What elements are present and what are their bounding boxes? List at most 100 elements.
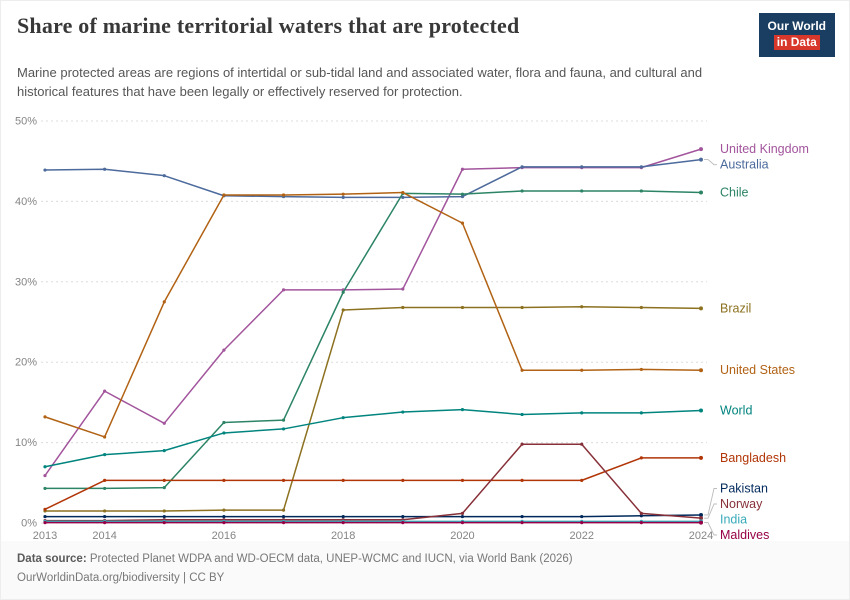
data-point-maldives: [162, 520, 166, 525]
data-point-pakistan: [103, 514, 107, 519]
series-label-maldives: Maldives: [720, 528, 769, 542]
data-point-bangladesh: [162, 478, 166, 482]
data-point-united-states: [520, 368, 524, 372]
data-point-world: [43, 464, 47, 469]
data-point-australia: [460, 194, 465, 199]
data-point-united-kingdom: [162, 421, 166, 425]
label-connector-pakistan: [704, 487, 717, 516]
data-point-world: [162, 448, 166, 453]
y-tick-label: 30%: [15, 276, 37, 288]
data-point-world: [699, 408, 703, 413]
chart-subtitle: Marine protected areas are regions of in…: [17, 65, 703, 100]
data-point-brazil: [520, 305, 524, 310]
line-chile: [45, 190, 702, 490]
x-tick-label: 2024: [689, 530, 713, 542]
data-point-maldives: [222, 520, 226, 525]
data-point-maldives: [281, 520, 286, 525]
data-point-world: [460, 407, 465, 412]
label-connector-norway: [704, 503, 717, 519]
series-label-brazil: Brazil: [720, 301, 751, 315]
data-point-brazil: [580, 304, 584, 309]
data-point-brazil: [281, 508, 286, 512]
citation-separator: |: [182, 572, 186, 585]
series-label-united-kingdom: United Kingdom: [720, 142, 809, 156]
header: Share of marine territorial waters that …: [1, 1, 849, 58]
series-label-world: World: [720, 403, 752, 417]
data-point-united-kingdom: [43, 473, 47, 478]
data-source-text: Protected Planet WDPA and WD-OECM data, …: [89, 552, 573, 565]
data-point-bangladesh: [341, 478, 345, 482]
data-point-bangladesh: [639, 456, 643, 460]
data-point-maldives: [401, 520, 405, 525]
data-point-world: [103, 452, 107, 457]
data-point-chile: [281, 418, 286, 422]
data-point-world: [281, 427, 286, 431]
data-point-norway: [580, 442, 584, 446]
data-point-world: [222, 431, 226, 435]
data-point-bangladesh: [401, 478, 405, 482]
data-point-united-kingdom: [103, 389, 107, 393]
data-point-pakistan: [341, 514, 345, 519]
x-tick-label: 2016: [212, 530, 236, 542]
data-point-united-states: [401, 190, 405, 195]
data-point-australia: [341, 195, 345, 199]
license-label: CC BY: [189, 572, 225, 585]
data-point-brazil: [401, 305, 405, 310]
data-point-maldives: [580, 520, 584, 525]
data-point-pakistan: [222, 514, 226, 519]
data-point-united-states: [281, 193, 286, 197]
data-point-world: [520, 412, 524, 416]
data-point-chile: [580, 189, 584, 193]
data-point-chile: [520, 189, 524, 193]
data-point-bangladesh: [580, 478, 584, 482]
x-tick-label: 2018: [331, 530, 355, 542]
data-point-pakistan: [699, 512, 703, 517]
data-point-bangladesh: [520, 478, 524, 482]
data-point-australia: [103, 167, 107, 171]
owid-logo: Our World in Data: [758, 13, 835, 58]
data-point-australia: [580, 165, 584, 169]
data-point-chile: [162, 485, 166, 490]
data-point-world: [639, 411, 643, 415]
data-point-united-states: [103, 435, 107, 439]
data-point-brazil: [639, 305, 643, 310]
data-point-norway: [520, 442, 524, 446]
data-point-brazil: [341, 308, 345, 312]
label-connector-australia: [704, 159, 717, 165]
data-point-united-states: [162, 300, 166, 304]
owid-logo-line2: in Data: [768, 34, 826, 51]
series-label-norway: Norway: [720, 497, 763, 511]
x-tick-label: 2014: [92, 530, 116, 542]
footer: Data source: Protected Planet WDPA and W…: [1, 540, 849, 599]
data-point-chile: [699, 190, 703, 195]
data-point-chile: [103, 486, 107, 490]
data-point-chile: [341, 290, 345, 294]
data-point-united-states: [43, 415, 47, 419]
data-point-pakistan: [401, 514, 405, 519]
data-point-united-kingdom: [281, 288, 286, 292]
data-point-united-states: [639, 367, 643, 371]
data-point-pakistan: [43, 514, 47, 519]
data-point-brazil: [103, 509, 107, 513]
series-label-united-states: United States: [720, 363, 795, 377]
data-point-brazil: [222, 508, 226, 512]
x-tick-label: 2020: [450, 530, 474, 542]
data-point-maldives: [639, 520, 643, 525]
data-source-line: Data source: Protected Planet WDPA and W…: [17, 550, 833, 570]
data-point-world: [401, 410, 405, 414]
data-point-australia: [520, 165, 524, 169]
line-united-states: [44, 191, 702, 438]
chart-canvas: 0% 10% 20% 30% 40% 50% 2013 2014 2016 2018 2020 202…: [15, 115, 809, 542]
data-point-world: [580, 411, 584, 415]
page-title: Share of marine territorial waters that …: [17, 13, 520, 38]
data-point-pakistan: [162, 514, 166, 519]
data-point-australia: [401, 195, 405, 199]
data-point-united-kingdom: [460, 167, 465, 171]
data-point-maldives: [520, 520, 524, 525]
data-point-australia: [43, 168, 47, 172]
owid-citation-link[interactable]: OurWorldinData.org/biodiversity: [17, 572, 180, 585]
x-tick-label: 2013: [33, 530, 57, 542]
data-point-australia: [162, 173, 166, 178]
owid-logo-line1: Our World: [767, 19, 826, 33]
